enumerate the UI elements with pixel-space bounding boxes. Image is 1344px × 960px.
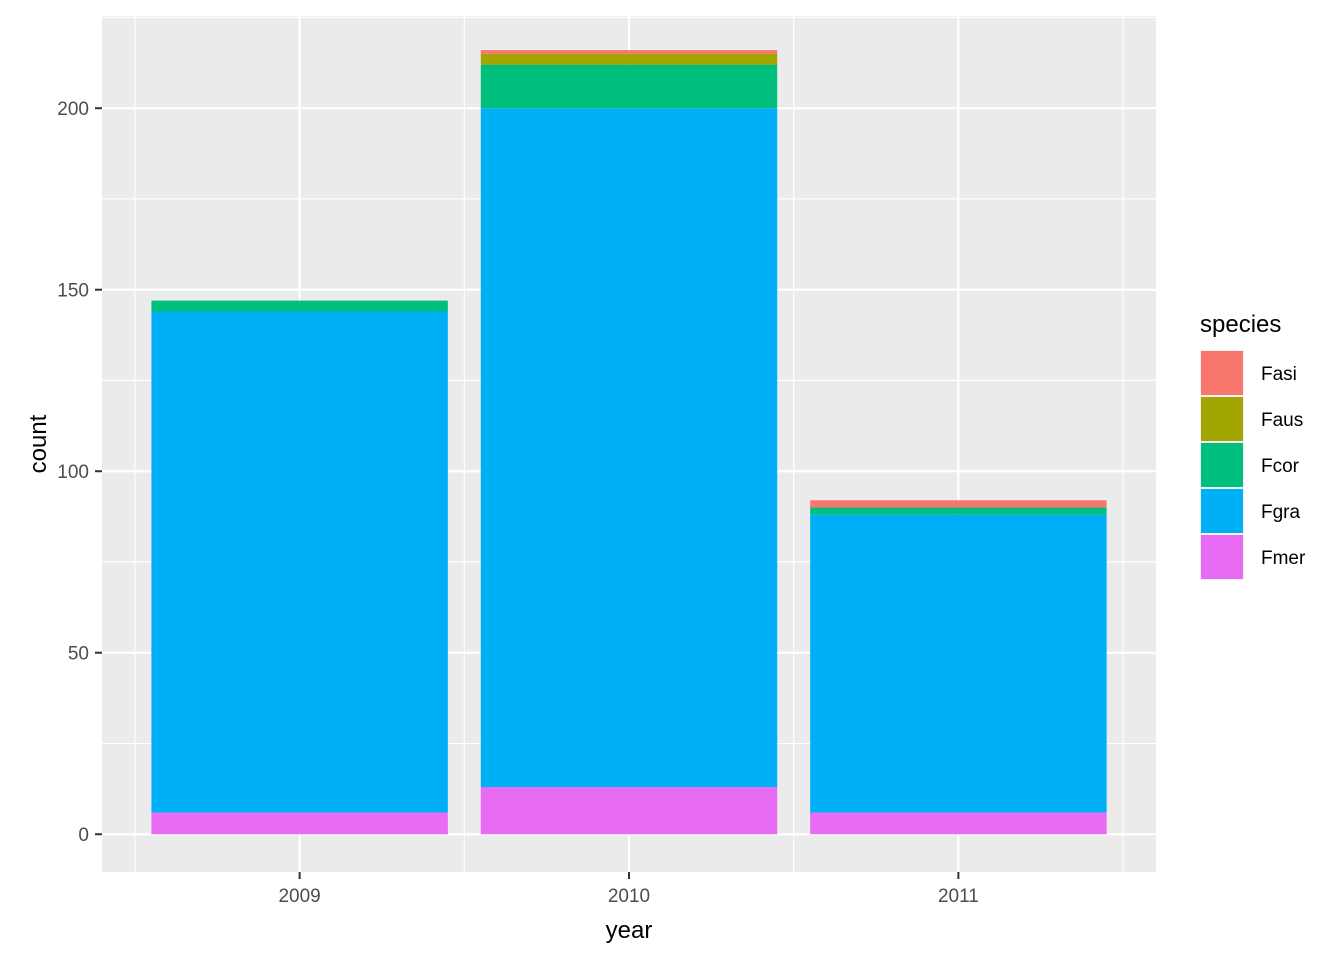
y-tick-label: 50: [68, 644, 89, 665]
x-tick-label: 2011: [938, 886, 979, 907]
bar-fgra-2009: [151, 311, 448, 813]
y-axis: 0 50 100 150 200: [57, 99, 102, 846]
bar-faus-2010: [480, 53, 778, 65]
legend: species Fasi Faus Fcor Fgra Fmer: [1200, 311, 1306, 580]
bar-fmer-2009: [151, 812, 448, 835]
x-axis-title: year: [606, 917, 653, 944]
y-tick-label: 150: [57, 281, 89, 302]
legend-label-fasi: Fasi: [1261, 364, 1297, 385]
x-tick-label: 2009: [278, 886, 320, 907]
y-tick-label: 100: [57, 462, 89, 483]
bar-fmer-2011: [810, 812, 1107, 835]
legend-swatch-fcor: [1201, 443, 1243, 487]
y-axis-title: count: [25, 414, 52, 473]
legend-swatch-fgra: [1201, 489, 1243, 533]
legend-label-fgra: Fgra: [1261, 502, 1301, 523]
bar-fasi-2010: [480, 50, 778, 54]
bar-fcor-2010: [480, 64, 778, 109]
legend-label-faus: Faus: [1261, 410, 1303, 431]
bar-fmer-2010: [480, 787, 778, 835]
legend-label-fcor: Fcor: [1261, 456, 1300, 477]
x-axis: 2009 2010 2011: [278, 872, 979, 907]
legend-swatch-faus: [1201, 397, 1243, 441]
bar-fcor-2011: [810, 507, 1107, 515]
legend-title: species: [1200, 311, 1281, 338]
bars: [151, 50, 1107, 835]
bar-fgra-2010: [480, 108, 778, 788]
legend-swatch-fmer: [1201, 535, 1243, 579]
bar-fcor-2009: [151, 300, 448, 312]
bar-fasi-2011: [810, 500, 1107, 508]
legend-label-fmer: Fmer: [1261, 548, 1306, 569]
legend-swatch-fasi: [1201, 351, 1243, 395]
y-tick-label: 0: [78, 825, 89, 846]
bar-fgra-2011: [810, 514, 1107, 813]
y-tick-label: 200: [57, 99, 89, 120]
x-tick-label: 2010: [608, 886, 650, 907]
